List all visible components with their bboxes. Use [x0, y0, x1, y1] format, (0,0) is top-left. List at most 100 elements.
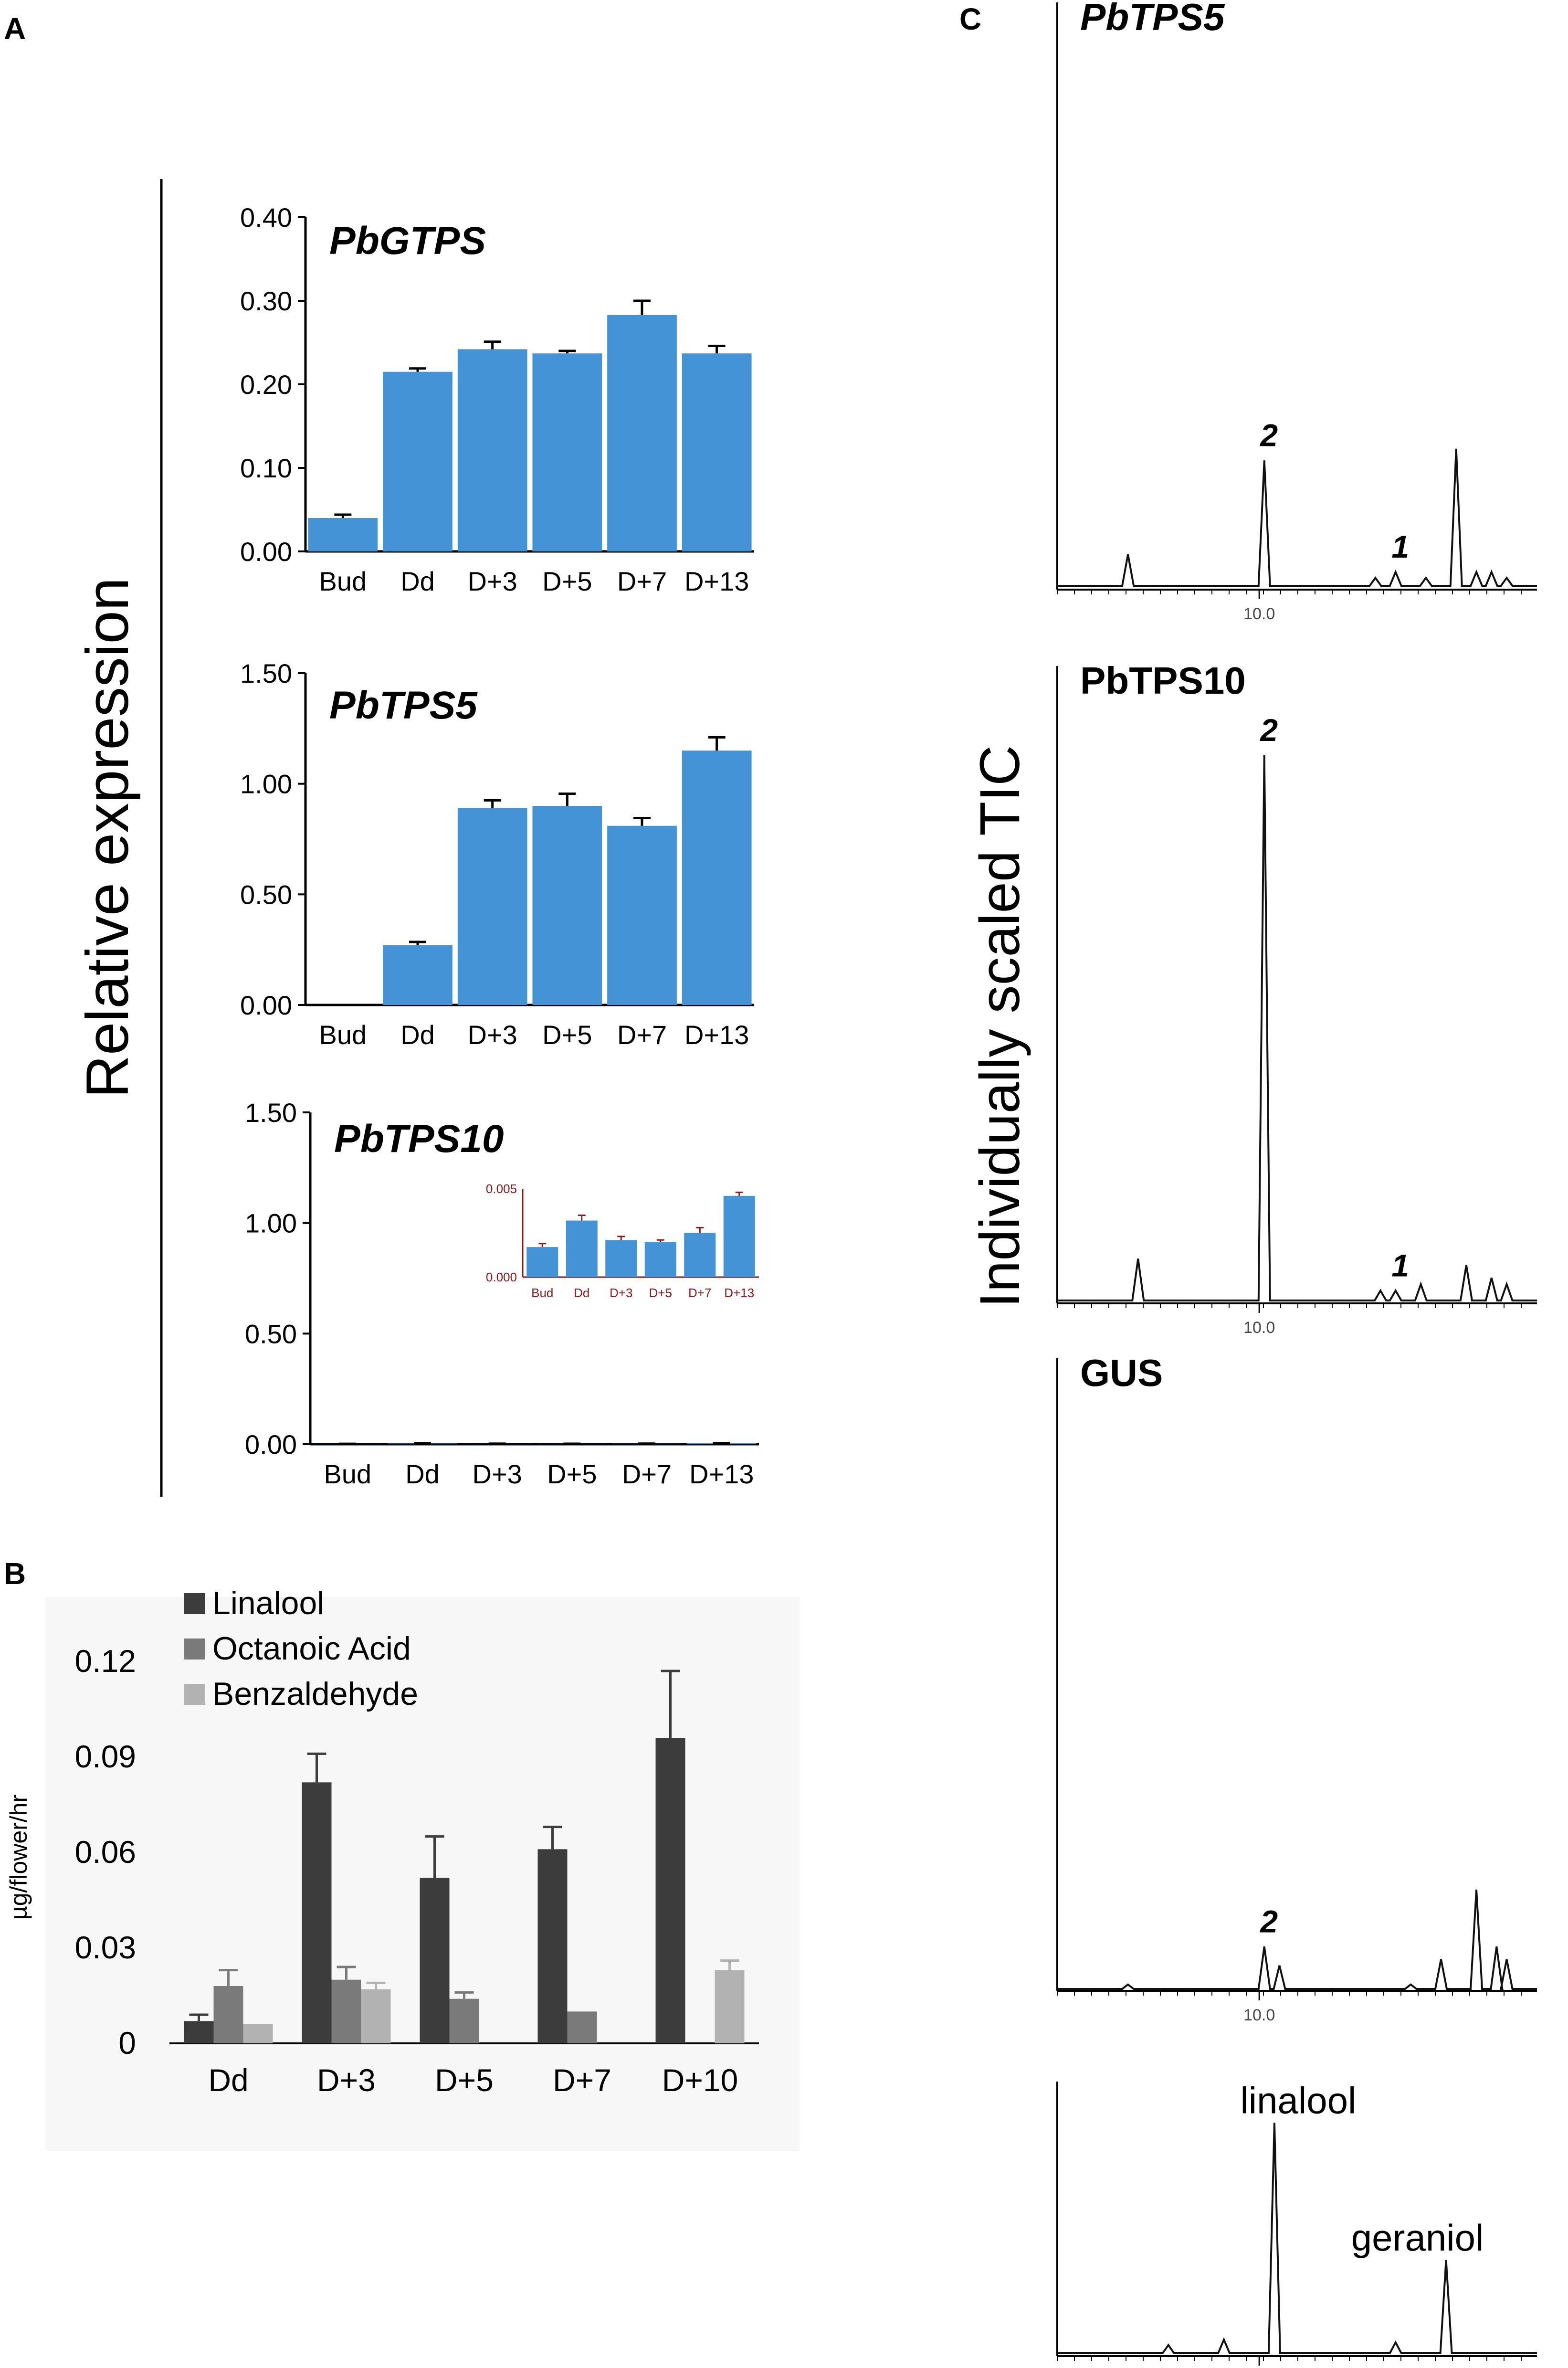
legend-label-octanoic-acid: Octanoic Acid	[212, 1630, 411, 1667]
inset-ytick-label: 0.005	[486, 1182, 517, 1196]
pbgtps-xtick-label: Bud	[319, 566, 367, 596]
emission-bar-benzaldehyde-d-10	[715, 1970, 745, 2043]
tic-gus-trace	[1057, 1889, 1537, 1990]
emission-bar-octanoic-acid-dd	[213, 1986, 243, 2043]
pbtps10-ytick-label: 1.00	[245, 1208, 297, 1238]
emission-bar-octanoic-acid-d-3	[331, 1979, 361, 2043]
panel-c-ylabel: Individually scaled TIC	[968, 745, 1031, 1308]
legend-swatch-linalool	[184, 1593, 205, 1614]
panel-label-b: B	[4, 1556, 26, 1591]
pbgtps-ytick-label: 0.30	[240, 286, 292, 316]
pbtps10-ytick-label: 0.00	[245, 1429, 297, 1459]
tic-standards-peak-label-linalool: linalool	[1240, 2079, 1356, 2121]
emission-ytick-label: 0	[118, 2025, 136, 2061]
pbgtps-bar-dd	[383, 371, 453, 551]
emission-ytick-label: 0.12	[75, 1643, 136, 1679]
tic-standards-peak-label-geraniol: geraniol	[1351, 2217, 1484, 2259]
pbgtps-bar-d-3	[457, 349, 527, 551]
chart-pbtps10: 0.00 0.50 1.00 1.50 Bud Dd D+3 D+5 D+7 D+13 PbTPS1…	[245, 1098, 759, 1489]
emission-bar-linalool-dd	[184, 2021, 214, 2043]
tic-pbtps10-peak-label-1: 1	[1391, 1247, 1409, 1283]
pbtps5-ytick-label: 0.50	[240, 879, 292, 909]
tic-gus-peak-label-2: 2	[1259, 1903, 1278, 1939]
pbtps5-ytick-label: 0.00	[240, 990, 292, 1020]
tic-pbtps10-peak-label-2: 2	[1259, 712, 1278, 748]
pbtps5-xtick-label: Dd	[400, 1020, 435, 1050]
pbtps5-xtick-label: Bud	[319, 1020, 367, 1050]
legend-swatch-benzaldehyde	[184, 1684, 205, 1705]
emission-bar-benzaldehyde-d-3	[361, 1989, 391, 2043]
emission-bar-octanoic-acid-d-5	[449, 1998, 479, 2043]
tic-pbtps5-peak-label-2: 2	[1259, 417, 1278, 453]
pbgtps-xtick-label: D+3	[468, 566, 517, 596]
pbgtps-ytick-label: 0.10	[240, 453, 292, 483]
pbgtps-ytick-label: 0.00	[240, 537, 292, 567]
legend-label-linalool: Linalool	[212, 1585, 324, 1621]
chart-pbgtps: 0.00 0.10 0.20 0.30 0.40 Bud Dd D+3 D+5 D+7 D+13 Pb…	[240, 202, 754, 596]
emission-bar-linalool-d-5	[420, 1878, 450, 2043]
pbtps5-title: PbTPS5	[329, 684, 478, 727]
tic-pbtps5-peak-label-1: 1	[1391, 529, 1409, 564]
pbtps5-xtick-label: D+5	[542, 1020, 592, 1050]
emission-xtick-label: D+3	[317, 2062, 376, 2098]
pbtps10-ytick-label: 1.50	[245, 1098, 297, 1128]
pbgtps-xtick-label: D+13	[684, 566, 749, 596]
pbtps5-ytick-label: 1.00	[240, 769, 292, 799]
inset-bar-d-7	[684, 1233, 716, 1277]
pbtps5-ytick-label: 1.50	[240, 658, 292, 688]
legend-label-benzaldehyde: Benzaldehyde	[212, 1676, 418, 1712]
tic-gus-xtick-label: 10.0	[1243, 2006, 1275, 2024]
inset-xtick-label: D+13	[724, 1286, 754, 1300]
emission-xtick-label: D+7	[553, 2062, 611, 2098]
inset-xtick-label: D+3	[610, 1286, 632, 1300]
emission-bar-linalool-d-3	[302, 1782, 332, 2043]
pbgtps-title: PbGTPS	[329, 219, 486, 263]
pbtps5-bar-d-7	[607, 825, 677, 1005]
inset-xtick-label: D+7	[688, 1286, 711, 1300]
pbtps5-xtick-label: D+13	[684, 1020, 749, 1050]
emission-bar-linalool-d-10	[655, 1738, 685, 2043]
inset-xtick-label: Dd	[574, 1286, 589, 1300]
pbgtps-ytick-label: 0.20	[240, 370, 292, 400]
pbtps5-bar-d-13	[682, 751, 752, 1005]
emission-ylabel: µg/flower/hr	[5, 1795, 32, 1920]
emission-xtick-label: D+5	[435, 2062, 494, 2098]
tic-pbtps10-title: PbTPS10	[1080, 659, 1246, 702]
inset-xtick-label: D+5	[649, 1286, 672, 1300]
emission-bar-octanoic-acid-d-7	[567, 2011, 597, 2043]
pbtps5-bar-d-5	[532, 806, 602, 1005]
inset-bar-dd	[566, 1220, 598, 1277]
chart-tic-pbtps5: 10.0 2 1 PbTPS5	[1056, 0, 1537, 623]
pbtps10-xtick-label: Bud	[324, 1459, 372, 1489]
chart-tic-pbtps10: 10.0 2 1 PbTPS10	[1056, 659, 1537, 1337]
pbtps10-xtick-label: D+3	[473, 1459, 522, 1489]
pbtps10-xtick-label: D+5	[547, 1459, 597, 1489]
pbtps5-bar-d-3	[457, 808, 527, 1005]
emission-ytick-label: 0.06	[75, 1834, 136, 1870]
pbgtps-xtick-label: Dd	[400, 566, 435, 596]
chart-emission: 0 0.03 0.06 0.09 0.12 µg/flower/hr Dd D+3 D+5 D+7…	[5, 1585, 759, 2098]
pbgtps-bar-d-5	[532, 353, 602, 551]
emission-xtick-label: Dd	[208, 2062, 248, 2098]
panel-a-ylabel: Relative expression	[74, 578, 141, 1099]
emission-bar-linalool-d-7	[537, 1849, 568, 2043]
chart-tic-standards: 10.0linaloolgeraniol	[1056, 2079, 1537, 2366]
pbgtps-xtick-label: D+7	[617, 566, 667, 596]
emission-ytick-label: 0.09	[75, 1739, 136, 1774]
inset-xtick-label: Bud	[531, 1286, 553, 1300]
pbgtps-bar-d-13	[682, 353, 752, 551]
pbgtps-xtick-label: D+5	[542, 566, 592, 596]
pbtps5-xtick-label: D+3	[468, 1020, 517, 1050]
tic-pbtps10-trace	[1057, 755, 1537, 1301]
chart-tic-gus: 10.0 2 GUS	[1056, 1352, 1537, 2024]
tic-pbtps5-trace	[1057, 448, 1537, 587]
tic-pbtps5-title: PbTPS5	[1080, 0, 1225, 38]
pbtps10-xtick-label: Dd	[405, 1459, 440, 1489]
inset-ytick-label: 0.000	[486, 1270, 517, 1284]
tic-pbtps5-xtick-label: 10.0	[1243, 605, 1275, 623]
inset-bar-bud	[526, 1247, 558, 1277]
tic-standards-trace	[1057, 2123, 1537, 2354]
inset-bar-d-3	[605, 1240, 637, 1277]
emission-xtick-label: D+10	[662, 2062, 738, 2098]
pbgtps-ytick-label: 0.40	[240, 202, 292, 233]
